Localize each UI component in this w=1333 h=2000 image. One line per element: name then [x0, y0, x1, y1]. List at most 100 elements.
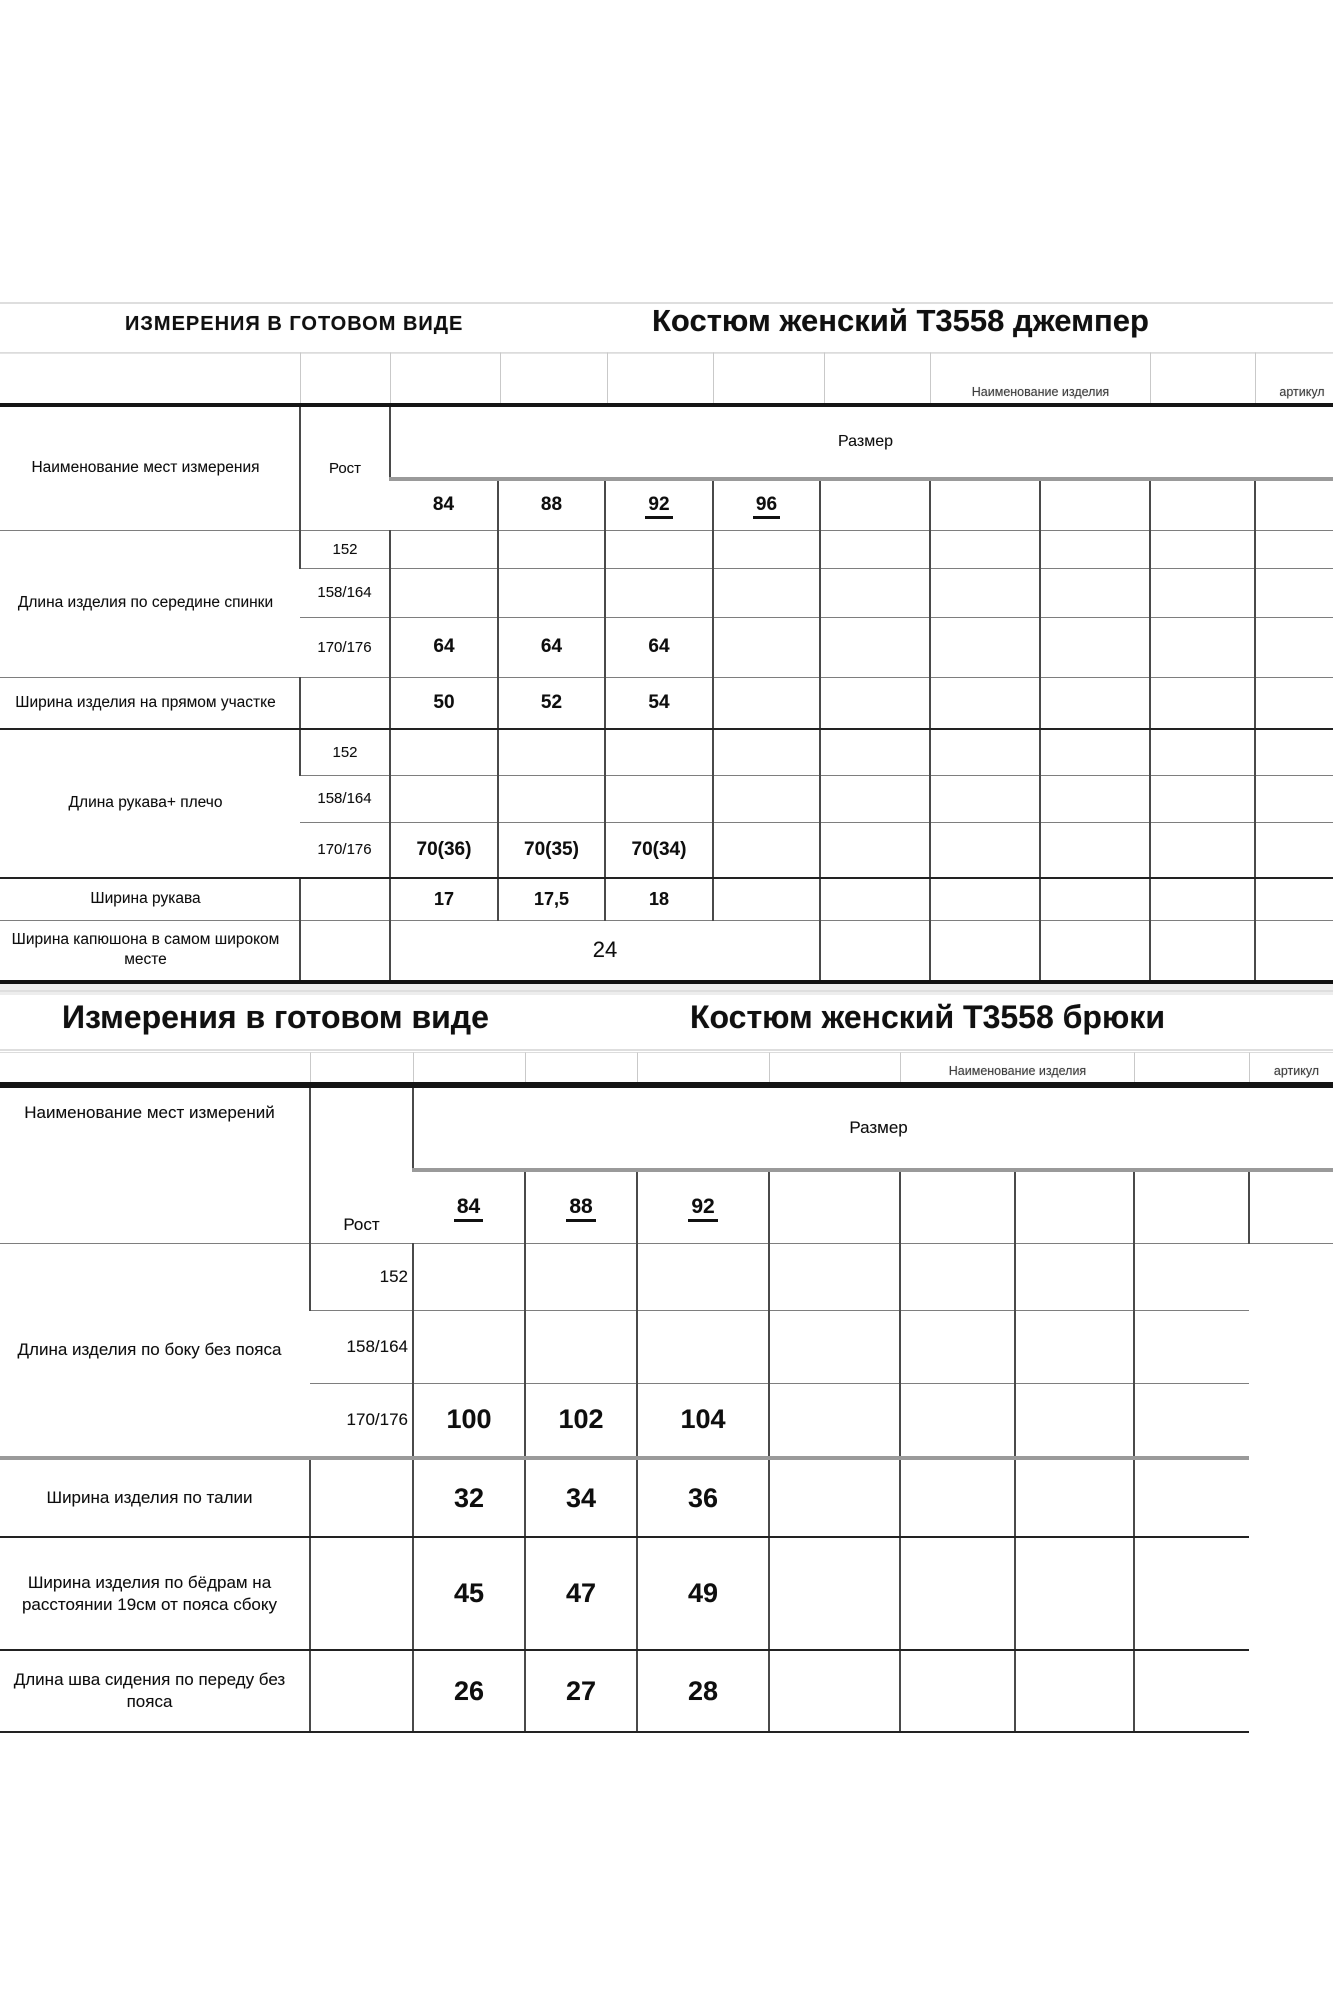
- empty-cell: [497, 729, 605, 776]
- empty-cell: [1149, 617, 1255, 678]
- row-label-back-length: Длина изделия по середине спинки: [0, 530, 300, 678]
- value-cell: 32: [412, 1458, 525, 1538]
- empty-cell: [929, 677, 1040, 730]
- divider: [0, 302, 1333, 304]
- value-cell: 52: [497, 677, 605, 730]
- empty-cell: [1014, 1383, 1134, 1460]
- table1-title-right: Костюм женский Т3558 джемпер: [652, 303, 1149, 338]
- empty-cell: [524, 1243, 637, 1311]
- empty-cell: [1149, 530, 1255, 569]
- empty-cell: [1149, 568, 1255, 618]
- empty-cell: [1014, 1170, 1134, 1244]
- empty-cell: [1039, 822, 1150, 879]
- empty-cell: [712, 729, 820, 776]
- empty-cell: [1253, 920, 1333, 984]
- row-label-seat-seam: Длина шва сидения по переду без пояса: [0, 1650, 310, 1733]
- empty-cell: [768, 1537, 900, 1651]
- hood-width-value: 24: [389, 920, 820, 984]
- size-84: 84: [390, 479, 498, 531]
- empty-cell: [1014, 1537, 1134, 1651]
- value-cell: 47: [524, 1537, 637, 1651]
- empty-cell: [819, 479, 930, 531]
- empty-cell: [1133, 1383, 1249, 1460]
- empty-cell: [604, 729, 713, 776]
- size-88: 88: [524, 1170, 637, 1244]
- empty-cell: [1039, 530, 1150, 569]
- value-cell: 36: [636, 1458, 769, 1538]
- empty-cell: [1253, 568, 1333, 618]
- value-cell: 64: [389, 617, 498, 678]
- table2-size-header: Размер: [411, 1085, 1333, 1172]
- empty-cell: [637, 1052, 769, 1082]
- empty-cell: [712, 775, 820, 823]
- jumper-measurements-table: Наименование мест измерения Рост Размер …: [0, 403, 1333, 984]
- empty-cell: [1014, 1650, 1134, 1733]
- empty-cell: [1133, 1537, 1249, 1651]
- empty-cell: [1253, 729, 1333, 776]
- empty-cell: [299, 878, 390, 921]
- table2-header-names: Наименование мест измерений: [0, 1085, 310, 1244]
- empty-cell: [389, 729, 498, 776]
- divider: [0, 990, 1333, 992]
- table2-product-name-label: Наименование изделия: [900, 1052, 1134, 1082]
- size-84: 84: [413, 1170, 525, 1244]
- empty-cell: [769, 1052, 900, 1082]
- empty-cell: [1133, 1650, 1249, 1733]
- table2-article-label: артикул: [1249, 1052, 1333, 1082]
- empty-cell: [412, 1310, 525, 1384]
- empty-cell: [819, 677, 930, 730]
- empty-cell: [299, 677, 390, 730]
- value-cell: 50: [389, 677, 498, 730]
- empty-cell: [899, 1243, 1015, 1311]
- empty-cell: [500, 352, 607, 403]
- empty-cell: [524, 1310, 637, 1384]
- empty-cell: [497, 568, 605, 618]
- row-label-width-straight: Ширина изделия на прямом участке: [0, 677, 300, 730]
- empty-cell: [413, 1052, 525, 1082]
- empty-cell: [712, 822, 820, 879]
- empty-cell: [768, 1383, 900, 1460]
- empty-cell: [0, 352, 300, 403]
- empty-cell: [389, 775, 498, 823]
- empty-cell: [0, 1052, 310, 1082]
- size-92: 92: [636, 1170, 769, 1244]
- value-cell: 17,5: [497, 878, 605, 921]
- trousers-measurements-table: Наименование мест измерений Рост Размер …: [0, 1082, 1333, 1733]
- empty-cell: [1253, 822, 1333, 879]
- value-cell: 104: [636, 1383, 769, 1460]
- empty-cell: [899, 1537, 1015, 1651]
- size-88: 88: [497, 479, 605, 531]
- value-cell: 17: [389, 878, 498, 921]
- empty-cell: [1149, 729, 1255, 776]
- empty-cell: [1039, 479, 1150, 531]
- empty-cell: [1039, 677, 1150, 730]
- empty-cell: [1149, 920, 1255, 984]
- empty-cell: [309, 1650, 413, 1733]
- empty-cell: [412, 1243, 525, 1311]
- empty-cell: [929, 878, 1040, 921]
- value-cell: 102: [524, 1383, 637, 1460]
- row-label-side-length: Длина изделия по боку без пояса: [0, 1243, 310, 1460]
- empty-cell: [390, 352, 500, 403]
- empty-cell: [1253, 677, 1333, 730]
- empty-cell: [819, 729, 930, 776]
- value-cell: 45: [412, 1537, 525, 1651]
- empty-cell: [929, 568, 1040, 618]
- empty-cell: [713, 352, 824, 403]
- empty-cell: [768, 1458, 900, 1538]
- value-cell: 49: [636, 1537, 769, 1651]
- empty-cell: [1014, 1310, 1134, 1384]
- size-96: 96: [712, 479, 820, 531]
- empty-cell: [389, 568, 498, 618]
- empty-cell: [1149, 822, 1255, 879]
- table2-height-header: Рост: [309, 1085, 413, 1244]
- value-cell: 18: [604, 878, 713, 921]
- table1-meta-row: Наименование изделия артикул: [0, 352, 1333, 403]
- empty-cell: [309, 1537, 413, 1651]
- empty-cell: [497, 775, 605, 823]
- height-158-164: 158/164: [310, 1310, 413, 1384]
- divider: [0, 1049, 1333, 1051]
- empty-cell: [604, 530, 713, 569]
- empty-cell: [819, 878, 930, 921]
- empty-cell: [525, 1052, 637, 1082]
